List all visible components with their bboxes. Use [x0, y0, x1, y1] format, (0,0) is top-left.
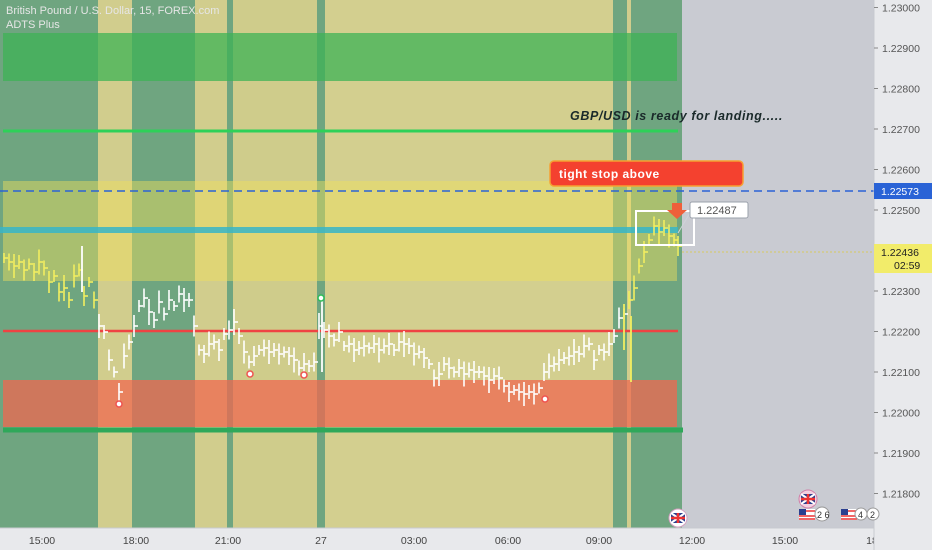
marker-price-text: 1.22487: [697, 205, 737, 217]
green-zone: [3, 33, 677, 81]
time-tick-label: 06:00: [495, 535, 521, 547]
recent-price-box: [635, 210, 695, 246]
countdown-label: 02:59: [894, 260, 920, 272]
signal-dot: [300, 371, 308, 379]
time-tick-label: 12:00: [679, 535, 705, 547]
stop-label-box: [549, 160, 744, 187]
price-tick-label: 1.21900: [882, 448, 920, 460]
price-tick-label: 1.22100: [882, 367, 920, 379]
svg-text:4: 4: [858, 510, 863, 520]
time-tick-label: 21:00: [215, 535, 241, 547]
red-zone: [3, 380, 677, 427]
price-tick-label: 1.23000: [882, 3, 920, 15]
session-band: [98, 0, 132, 528]
down-arrow-icon: [667, 203, 687, 219]
price-tick-label: 1.22900: [882, 43, 920, 55]
price-tick-label: 1.22800: [882, 84, 920, 96]
us-flag-icon[interactable]: 2 6: [799, 506, 830, 522]
chart-header: British Pound / U.S. Dollar, 15, FOREX.c…: [6, 4, 219, 32]
time-tick-label: 18:00: [123, 535, 149, 547]
signal-dot: [246, 370, 254, 378]
time-axis: [0, 528, 932, 550]
price-tick-label: 1.22600: [882, 165, 920, 177]
uk-flag-icon[interactable]: [798, 489, 818, 509]
price-axis: [874, 0, 932, 550]
session-band: [195, 0, 227, 528]
time-tick-label: 09:00: [586, 535, 612, 547]
time-tick-label: 18: [866, 535, 878, 547]
dashed-level-label-bg: [874, 183, 932, 199]
signal-dot: [115, 400, 123, 408]
price-tick-label: 1.21800: [882, 489, 920, 501]
price-tick-label: 1.22000: [882, 408, 920, 420]
svg-text:2 6: 2 6: [817, 510, 830, 520]
time-tick-label: 15:00: [29, 535, 55, 547]
callout-connector: [677, 212, 691, 234]
price-tick-label: 1.22700: [882, 124, 920, 136]
price-axis-ticks: 1.23000 1.22900 1.22800 1.22700 1.22600 1.225…: [874, 3, 920, 501]
indicator-name[interactable]: ADTS Plus: [6, 19, 60, 31]
signal-dot: [317, 294, 325, 302]
time-axis-ticks: 15:00 18:00 21:00 27 03:00 06:00 09:00 12:00 15:…: [29, 535, 878, 547]
annotation-note: GBP/USD is ready for landing.....: [570, 109, 783, 123]
price-tick-label: 1.22500: [882, 205, 920, 217]
future-area: [682, 0, 874, 528]
us-flag-icon[interactable]: 4 2: [841, 507, 880, 521]
session-band: [627, 0, 631, 528]
session-band: [233, 0, 317, 528]
marker-price-callout: [689, 201, 749, 219]
time-tick-label: 27: [315, 535, 327, 547]
signal-dot: [541, 395, 549, 403]
time-tick-label: 15:00: [772, 535, 798, 547]
time-tick-label: 03:00: [401, 535, 427, 547]
current-price-label-bg: [874, 244, 932, 273]
symbol-title[interactable]: British Pound / U.S. Dollar, 15, FOREX.c…: [6, 5, 220, 17]
price-tick-label: 1.22200: [882, 327, 920, 339]
svg-text:2: 2: [870, 510, 875, 520]
stop-label-text: tight stop above: [559, 167, 660, 181]
price-tick-label: 1.22300: [882, 286, 920, 298]
current-price-label: 1.22436: [881, 247, 919, 259]
dashed-level-label: 1.22573: [881, 186, 919, 198]
candles: [3, 216, 682, 408]
uk-flag-icon[interactable]: [668, 508, 688, 528]
session-band: [325, 0, 613, 528]
